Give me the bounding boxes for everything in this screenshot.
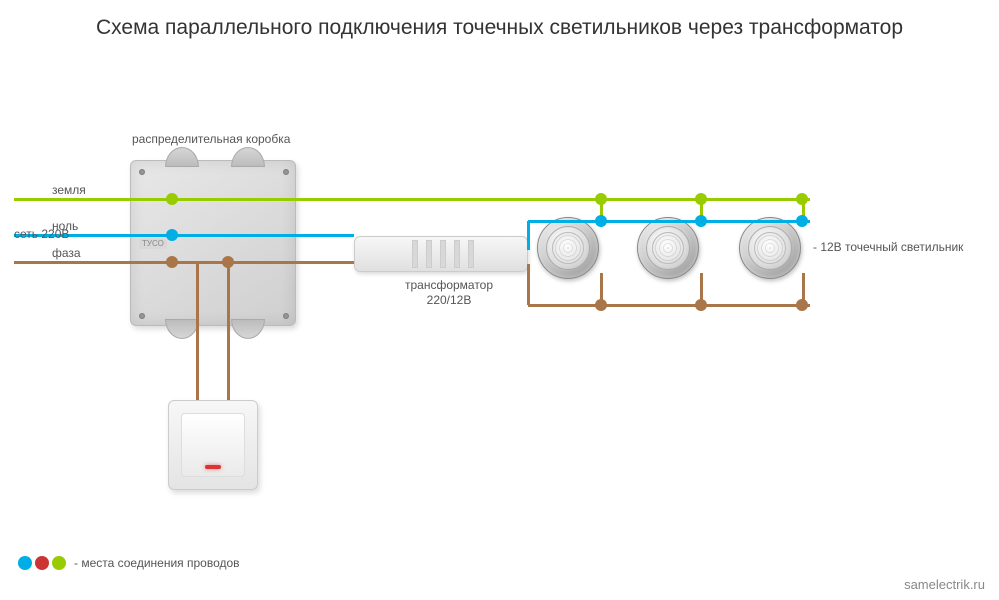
spotlight-3: [739, 217, 801, 279]
node-phase: [166, 256, 178, 268]
node-ground: [166, 193, 178, 205]
wire-neutral-bus: [528, 220, 810, 223]
spotlight-1: [537, 217, 599, 279]
wire-phase-hub: [172, 261, 228, 264]
wire-neutral-riser: [527, 221, 530, 250]
node-bus-ground: [796, 193, 808, 205]
spotlight-label: - 12В точечный светильник: [813, 240, 963, 254]
wire-phase-down: [196, 262, 199, 400]
node-bus-phase: [695, 299, 707, 311]
wire-phase-to-trans: [228, 261, 354, 264]
node-bus-phase: [595, 299, 607, 311]
transformer: [354, 236, 528, 272]
junction-box: ТУСО: [130, 160, 296, 326]
wire-phase-in: [14, 261, 172, 264]
wire-phase-bus: [528, 304, 810, 307]
site-credit: samelectrik.ru: [904, 577, 985, 592]
node-bus-phase: [796, 299, 808, 311]
wire-switch-return-v: [227, 262, 230, 400]
node-phase-hub: [222, 256, 234, 268]
spotlight-2: [637, 217, 699, 279]
wire-phase-drop: [527, 264, 530, 305]
transformer-label: трансформатор 220/12В: [394, 278, 504, 308]
wire-ground-main: [14, 198, 810, 201]
node-bus-neutral: [595, 215, 607, 227]
node-bus-neutral: [796, 215, 808, 227]
node-bus-ground: [595, 193, 607, 205]
node-bus-neutral: [695, 215, 707, 227]
legend-label: - места соединения проводов: [74, 556, 240, 570]
diagram-title: Схема параллельного подключения точечных…: [0, 16, 999, 40]
junction-box-label: распределительная коробка: [132, 132, 290, 146]
legend-dot-1: [35, 556, 49, 570]
label-mains: сеть 220В: [14, 227, 69, 241]
node-bus-ground: [695, 193, 707, 205]
legend-dot-2: [52, 556, 66, 570]
wall-switch: [168, 400, 258, 490]
label-ground: земля: [52, 183, 86, 197]
node-neutral: [166, 229, 178, 241]
label-phase: фаза: [52, 246, 81, 260]
legend-dot-0: [18, 556, 32, 570]
